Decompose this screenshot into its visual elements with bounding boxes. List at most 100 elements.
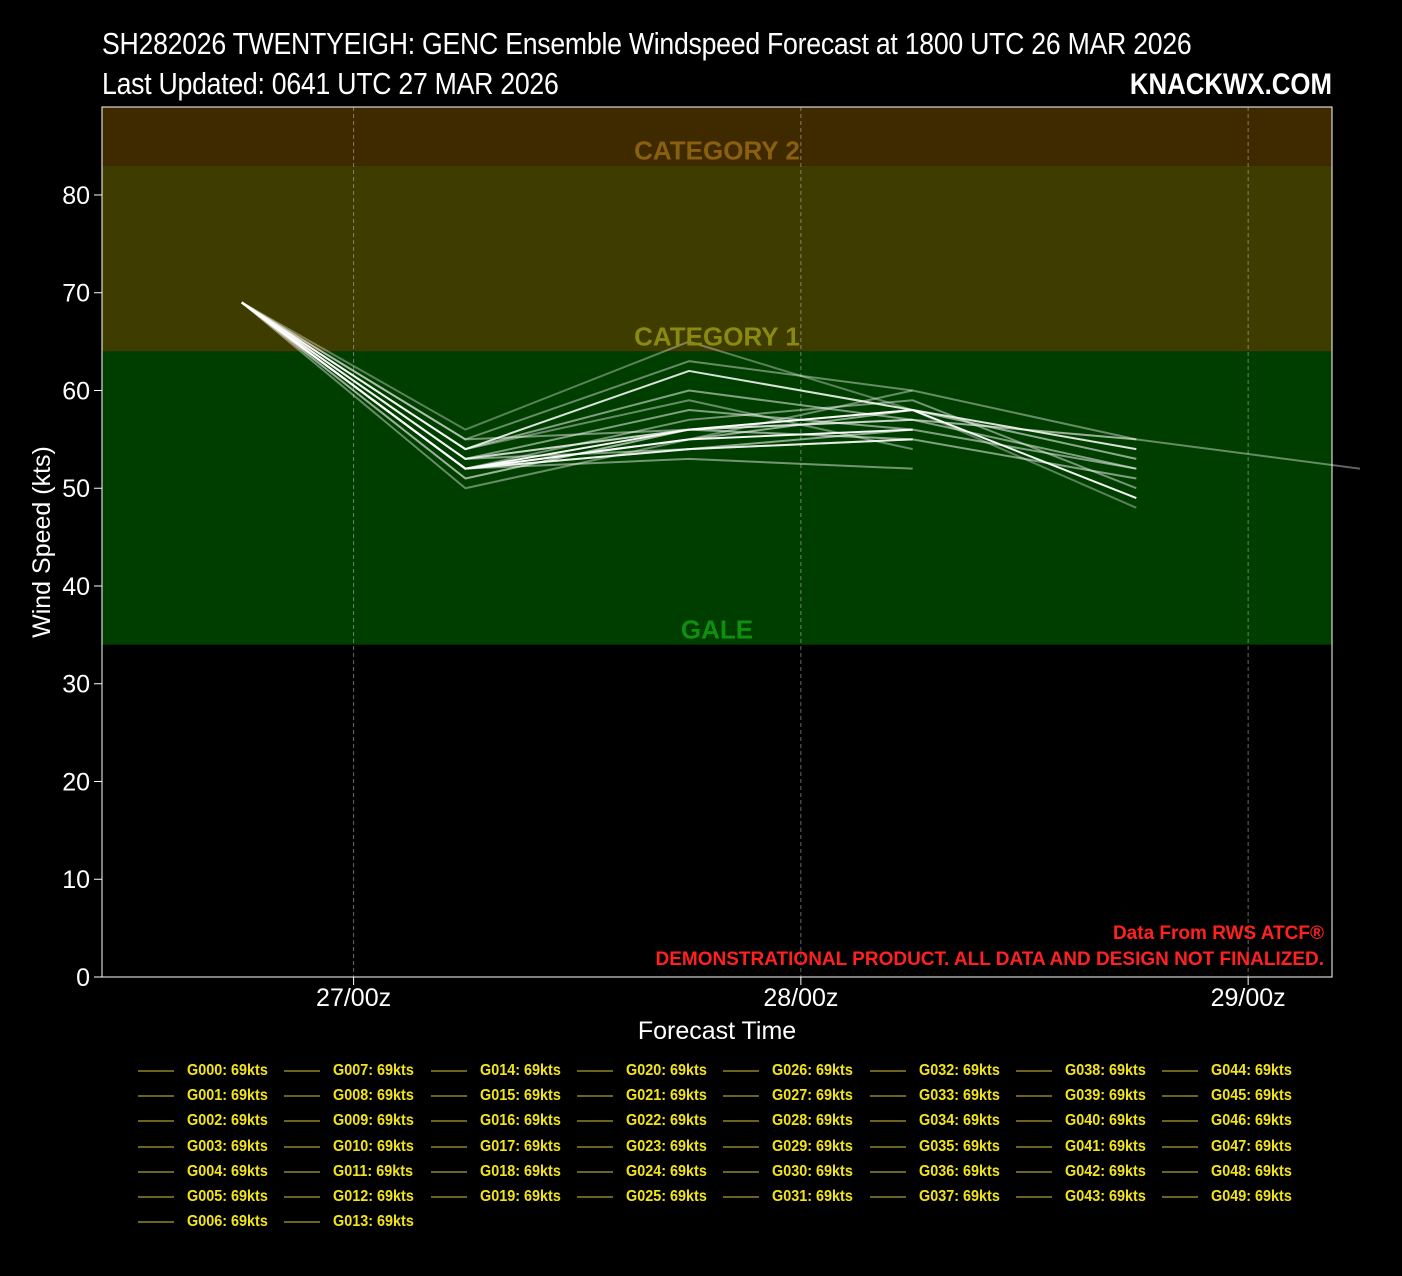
legend-column: G032: 69kts G033: 69kts G034: 69kts G035: 6… <box>869 1058 1020 1210</box>
x-tick-label: 29/00z <box>1211 984 1286 1012</box>
legend-swatch <box>576 1196 613 1199</box>
legend-item: G036: 69kts <box>869 1159 1020 1184</box>
legend-swatch <box>576 1094 613 1097</box>
legend-label: G043: 69kts <box>1064 1188 1146 1206</box>
legend-item: G030: 69kts <box>723 1159 873 1184</box>
y-tick-label: 60 <box>62 377 90 405</box>
legend-item: G020: 69kts <box>576 1058 727 1083</box>
legend-label: G028: 69kts <box>772 1112 854 1130</box>
legend-label: G036: 69kts <box>918 1162 1000 1180</box>
legend-item: G048: 69kts <box>1162 1159 1312 1184</box>
category-1-label: CATEGORY 1 <box>634 321 800 351</box>
legend-item: G008: 69kts <box>284 1083 434 1108</box>
legend-label: G007: 69kts <box>333 1061 415 1079</box>
legend-swatch <box>138 1120 174 1123</box>
legend-item: G024: 69kts <box>576 1159 727 1184</box>
legend-label: G011: 69kts <box>333 1162 414 1180</box>
legend-swatch <box>576 1120 613 1123</box>
legend-label: G038: 69kts <box>1064 1061 1146 1079</box>
ensemble-line-13 <box>241 301 913 490</box>
legend-swatch <box>869 1170 906 1173</box>
ensemble-lines <box>241 301 1361 509</box>
ensemble-line-15 <box>241 301 913 441</box>
legend-label: G044: 69kts <box>1211 1061 1292 1079</box>
legend-label: G022: 69kts <box>625 1112 707 1130</box>
legend-label: G015: 69kts <box>479 1086 561 1104</box>
legend-swatch <box>284 1069 321 1072</box>
legend-swatch <box>723 1069 760 1072</box>
legend-swatch <box>284 1196 321 1199</box>
legend-label: G005: 69kts <box>187 1188 268 1206</box>
legend-label: G016: 69kts <box>479 1112 561 1130</box>
windspeed-chart: CATEGORY 2 CATEGORY 1 GALE 0 10 20 30 40 50 60 70… <box>28 106 1361 1045</box>
legend-label: G025: 69kts <box>625 1188 707 1206</box>
legend-swatch <box>1162 1170 1199 1173</box>
legend-swatch <box>430 1196 467 1199</box>
legend-label: G023: 69kts <box>625 1137 707 1155</box>
y-tick-label: 40 <box>62 573 90 601</box>
legend-item: G042: 69kts <box>1015 1159 1166 1184</box>
legend-swatch <box>576 1145 613 1148</box>
legend-swatch <box>1162 1094 1199 1097</box>
legend-label: G048: 69kts <box>1211 1162 1292 1180</box>
chart-legend: G000: 69kts G001: 69kts G002: 69kts G003: 6… <box>138 1058 1318 1248</box>
grid-lines <box>353 107 1249 977</box>
legend-swatch <box>430 1170 467 1173</box>
legend-label: G031: 69kts <box>772 1188 854 1206</box>
legend-item: G019: 69kts <box>430 1184 581 1209</box>
legend-swatch <box>723 1170 760 1173</box>
legend-label: G026: 69kts <box>772 1061 854 1079</box>
legend-label: G021: 69kts <box>625 1086 707 1104</box>
legend-swatch <box>138 1094 174 1097</box>
legend-swatch <box>1162 1120 1199 1123</box>
legend-label: G037: 69kts <box>918 1188 1000 1206</box>
legend-item: G016: 69kts <box>430 1109 581 1134</box>
legend-item: G045: 69kts <box>1162 1083 1312 1108</box>
legend-item: G043: 69kts <box>1015 1184 1166 1209</box>
legend-label: G013: 69kts <box>333 1213 415 1231</box>
legend-item: G047: 69kts <box>1162 1134 1312 1159</box>
legend-column: G000: 69kts G001: 69kts G002: 69kts G003: 6… <box>138 1058 288 1235</box>
plot-frame <box>101 106 1333 978</box>
legend-label: G040: 69kts <box>1064 1112 1146 1130</box>
x-tick-label: 27/00z <box>316 984 391 1012</box>
legend-item: G028: 69kts <box>723 1109 873 1134</box>
legend-swatch <box>1162 1196 1199 1199</box>
x-axis-label: Forecast Time <box>638 1017 796 1045</box>
legend-label: G019: 69kts <box>479 1188 561 1206</box>
legend-item: G033: 69kts <box>869 1083 1020 1108</box>
legend-swatch <box>1162 1145 1199 1148</box>
legend-item: G049: 69kts <box>1162 1184 1312 1209</box>
legend-column: G038: 69kts G039: 69kts G040: 69kts G041: 6… <box>1015 1058 1166 1210</box>
legend-swatch <box>138 1069 174 1072</box>
y-axis-label: Wind Speed (kts) <box>28 446 56 638</box>
last-updated-text: Last Updated: 0641 UTC 27 MAR 2026 <box>102 66 559 101</box>
y-tick-label: 80 <box>62 182 90 210</box>
gale-label: GALE <box>681 615 753 645</box>
legend-swatch <box>723 1196 760 1199</box>
legend-item: G015: 69kts <box>430 1083 581 1108</box>
legend-item: G023: 69kts <box>576 1134 727 1159</box>
ensemble-line-1 <box>241 301 1361 470</box>
x-axis: 27/00z 28/00z 29/00z <box>316 977 1286 1012</box>
legend-item: G003: 69kts <box>138 1134 288 1159</box>
legend-swatch <box>576 1069 613 1072</box>
legend-item: G025: 69kts <box>576 1184 727 1209</box>
legend-label: G049: 69kts <box>1211 1188 1292 1206</box>
legend-swatch <box>723 1145 760 1148</box>
legend-item: G035: 69kts <box>869 1134 1020 1159</box>
legend-label: G012: 69kts <box>333 1188 415 1206</box>
legend-label: G032: 69kts <box>918 1061 1000 1079</box>
legend-swatch <box>138 1145 174 1148</box>
legend-swatch <box>284 1094 321 1097</box>
legend-swatch <box>723 1094 760 1097</box>
gale-band <box>102 351 1332 645</box>
legend-label: G042: 69kts <box>1064 1162 1146 1180</box>
legend-item: G012: 69kts <box>284 1184 434 1209</box>
legend-item: G034: 69kts <box>869 1109 1020 1134</box>
legend-label: G001: 69kts <box>187 1086 268 1104</box>
legend-item: G039: 69kts <box>1015 1083 1166 1108</box>
legend-label: G003: 69kts <box>187 1137 268 1155</box>
legend-swatch <box>576 1170 613 1173</box>
y-tick-label: 30 <box>62 671 90 699</box>
